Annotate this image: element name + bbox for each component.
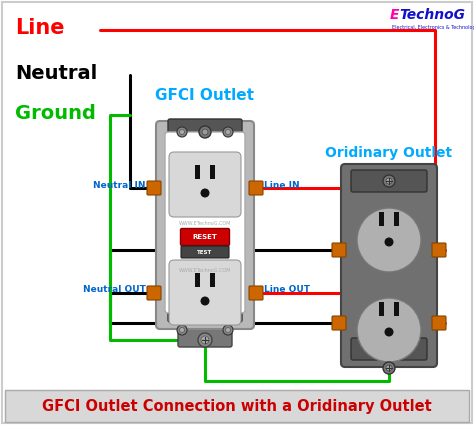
Circle shape (384, 238, 393, 246)
Bar (5, 390, 469, 422)
Text: GFCI Outlet Connection with a Oridinary Outlet: GFCI Outlet Connection with a Oridinary … (42, 399, 432, 414)
Circle shape (357, 208, 421, 272)
Bar (195, 273, 200, 287)
FancyBboxPatch shape (432, 316, 446, 330)
Text: GFCI Outlet: GFCI Outlet (155, 88, 255, 102)
FancyBboxPatch shape (249, 181, 263, 195)
Bar (394, 302, 399, 316)
Text: Ground: Ground (15, 104, 96, 122)
FancyBboxPatch shape (351, 170, 427, 192)
Circle shape (383, 362, 395, 374)
Circle shape (177, 325, 187, 335)
Bar (210, 165, 215, 179)
Text: E: E (390, 8, 400, 22)
FancyBboxPatch shape (332, 316, 346, 330)
FancyBboxPatch shape (156, 121, 254, 329)
Text: Neutral: Neutral (15, 63, 97, 82)
Circle shape (201, 189, 210, 198)
FancyBboxPatch shape (147, 286, 161, 300)
Text: Neutral OUT: Neutral OUT (83, 286, 146, 295)
Circle shape (199, 126, 211, 138)
Circle shape (386, 178, 392, 184)
Circle shape (386, 365, 392, 371)
Circle shape (180, 130, 184, 134)
FancyBboxPatch shape (168, 119, 242, 145)
Circle shape (180, 328, 184, 332)
FancyBboxPatch shape (249, 286, 263, 300)
Circle shape (177, 127, 187, 137)
Circle shape (201, 297, 210, 306)
Text: RESET: RESET (192, 234, 218, 240)
Text: WWW.ETechnoG.COM: WWW.ETechnoG.COM (179, 221, 231, 226)
FancyBboxPatch shape (169, 152, 241, 217)
Text: Line: Line (15, 18, 64, 38)
FancyBboxPatch shape (351, 338, 427, 360)
Bar (379, 302, 384, 316)
Text: Electrical, Electronics & Technology: Electrical, Electronics & Technology (392, 25, 474, 29)
Circle shape (198, 333, 212, 347)
FancyBboxPatch shape (168, 296, 242, 322)
FancyBboxPatch shape (181, 229, 229, 246)
Circle shape (357, 298, 421, 362)
Circle shape (223, 127, 233, 137)
Text: Neutral IN: Neutral IN (93, 181, 146, 190)
FancyBboxPatch shape (332, 243, 346, 257)
Circle shape (201, 336, 209, 344)
Bar (195, 165, 200, 179)
FancyBboxPatch shape (181, 246, 229, 258)
FancyBboxPatch shape (165, 132, 245, 313)
FancyBboxPatch shape (432, 243, 446, 257)
FancyBboxPatch shape (169, 260, 241, 325)
Text: TEST: TEST (197, 249, 213, 255)
FancyBboxPatch shape (341, 164, 437, 367)
Circle shape (384, 328, 393, 337)
Text: Line IN: Line IN (264, 181, 300, 190)
Text: TechnoG: TechnoG (399, 8, 465, 22)
Text: Oridinary Outlet: Oridinary Outlet (326, 146, 453, 160)
Bar (394, 212, 399, 226)
FancyBboxPatch shape (178, 323, 232, 347)
Circle shape (226, 130, 230, 134)
Circle shape (226, 328, 230, 332)
Text: Line OUT: Line OUT (264, 286, 310, 295)
Bar (379, 212, 384, 226)
Bar (210, 273, 215, 287)
Circle shape (202, 129, 208, 135)
Circle shape (383, 175, 395, 187)
Circle shape (223, 325, 233, 335)
FancyBboxPatch shape (147, 181, 161, 195)
Text: WWW.ETechnoG.COM: WWW.ETechnoG.COM (179, 267, 231, 272)
